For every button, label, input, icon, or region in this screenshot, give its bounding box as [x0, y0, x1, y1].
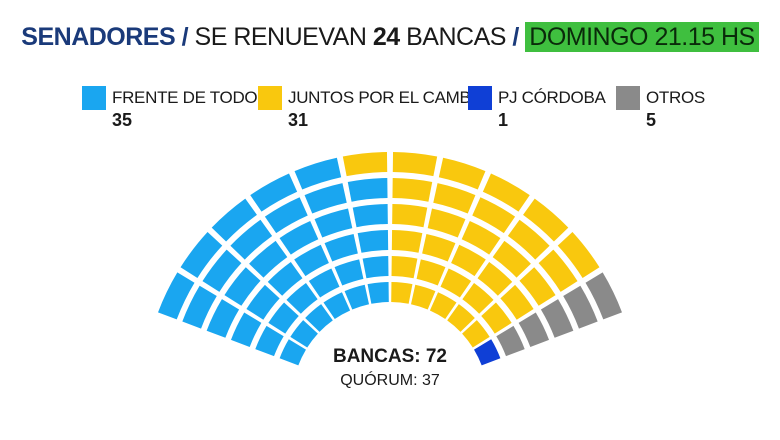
legend-count: 1 — [498, 110, 509, 130]
seat — [461, 220, 501, 255]
seat — [342, 152, 388, 177]
legend-count: 35 — [112, 110, 133, 130]
seat — [202, 249, 242, 292]
seat — [308, 268, 340, 298]
seat — [294, 244, 329, 277]
seat — [286, 283, 318, 314]
seat — [427, 208, 466, 238]
seat — [563, 285, 598, 329]
title-renew-prefix: SE RENUEVAN — [194, 23, 367, 51]
seat — [290, 320, 318, 348]
seat — [347, 178, 388, 202]
seat — [462, 320, 490, 348]
seat — [451, 244, 486, 277]
title-separator: / — [181, 23, 189, 51]
seat — [344, 284, 370, 310]
seat — [519, 267, 556, 306]
legend-label: JUNTOS POR EL CAMBIO — [288, 88, 488, 107]
seat — [507, 219, 550, 260]
seat — [422, 233, 456, 262]
seat — [230, 219, 273, 260]
legend-count: 31 — [288, 110, 309, 130]
seat — [392, 152, 438, 177]
chart-title: SENADORES / SE RENUEVAN 24 BANCAS / DOMI… — [0, 20, 780, 54]
seat — [324, 233, 358, 262]
seat — [246, 284, 280, 320]
seat — [305, 304, 333, 332]
seat — [538, 249, 578, 292]
legend-swatch — [258, 86, 282, 110]
title-renew-number: 24 — [372, 23, 400, 51]
seat — [472, 197, 516, 234]
seat — [500, 284, 534, 320]
seat — [230, 312, 262, 347]
seat — [447, 304, 475, 332]
seat — [518, 312, 550, 347]
seat — [279, 339, 306, 366]
seat — [182, 285, 217, 329]
seat — [477, 261, 513, 296]
legend-label: FRENTE DE TODOS — [112, 88, 269, 107]
seat — [362, 256, 389, 279]
seat — [540, 299, 574, 338]
seat — [304, 183, 347, 214]
seat — [433, 183, 476, 214]
title-renew-suffix: BANCAS — [406, 23, 506, 51]
seat — [481, 302, 512, 334]
seat — [224, 267, 261, 306]
seat — [429, 292, 457, 320]
seat — [523, 198, 569, 242]
seat — [474, 339, 501, 366]
seat — [323, 292, 351, 320]
seat — [158, 272, 195, 320]
seat — [410, 284, 436, 310]
seat — [352, 204, 388, 228]
seat — [367, 282, 389, 304]
seat — [440, 268, 472, 298]
seat — [279, 220, 319, 255]
title-time-badge: DOMINGO 21.15 HS — [525, 22, 759, 52]
legend-label: PJ CÓRDOBA — [498, 88, 606, 107]
quorum-label: QUÓRUM: 37 — [340, 372, 440, 389]
legend-swatch — [82, 86, 106, 110]
seat — [492, 240, 531, 278]
legend-swatch — [468, 86, 492, 110]
seat — [496, 325, 525, 357]
seat — [392, 178, 433, 202]
seat — [482, 173, 530, 212]
seat — [267, 261, 303, 296]
seat — [180, 232, 223, 278]
seat — [462, 283, 494, 314]
seat — [438, 157, 486, 190]
title-chamber: SENADORES — [21, 23, 176, 51]
seat — [250, 173, 298, 212]
seat — [334, 259, 364, 286]
seat — [557, 232, 600, 278]
seat — [294, 157, 342, 190]
legend-label: OTROS — [646, 88, 705, 107]
seat — [206, 299, 240, 338]
seat — [268, 302, 299, 334]
seat — [314, 208, 353, 238]
seat — [255, 325, 284, 357]
seat — [357, 230, 389, 253]
seat — [391, 230, 423, 253]
seat — [416, 259, 446, 286]
total-seats-label: BANCAS: 72 — [332, 346, 448, 367]
title-separator-2: / — [512, 23, 519, 51]
legend-count: 5 — [646, 110, 657, 130]
seat — [391, 282, 413, 304]
seat — [249, 240, 288, 278]
seat — [264, 197, 308, 234]
seat — [211, 198, 257, 242]
seat — [392, 204, 428, 228]
legend-swatch — [616, 86, 640, 110]
seat — [391, 256, 418, 279]
seat — [585, 272, 622, 320]
